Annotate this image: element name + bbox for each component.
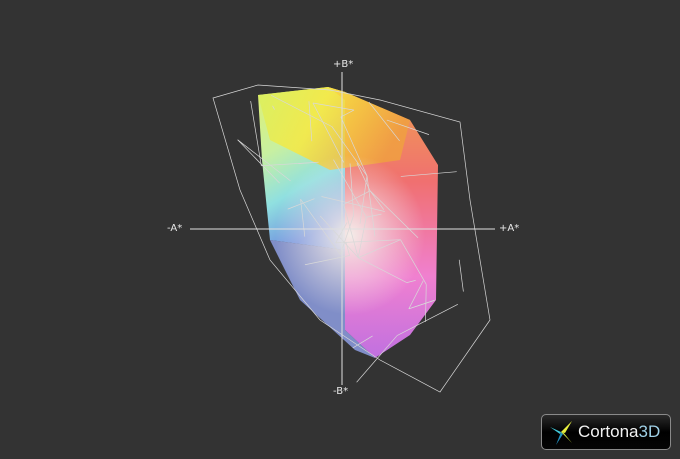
cortona-star-icon [550,421,572,445]
wireframe-edge [333,159,367,218]
wireframe-edge [358,239,401,258]
wireframe-edge [369,190,385,210]
wireframe-edge [359,175,368,224]
wireframe-edge [368,101,400,142]
wireframe-edge [356,335,398,383]
reference-gamut-wireframe [212,84,491,393]
wireframe-edge [343,204,359,258]
wireframe-edge [300,199,341,255]
wireframe-edge [343,190,371,205]
wireframe-edge [270,94,333,127]
wireframe-edge [357,217,367,258]
axis-label-a-minus: -A* [167,223,183,234]
wireframe-edge [312,102,345,163]
wireframe-edge [408,299,435,310]
wireframe-edge [358,257,407,283]
wireframe-edge [237,139,291,182]
wireframe-edge [396,304,458,336]
wireframe-edge [331,126,368,177]
wireframe-edge [352,335,373,349]
logo-text: Cortona3D [578,422,661,441]
wireframe-edge [335,222,348,244]
axes [190,72,495,385]
wireframe-edge [237,139,280,184]
wireframe-edge [349,163,355,216]
wireframe-edge [386,119,430,135]
wireframe-edge [335,239,401,244]
wireframe-edge [339,215,354,255]
wireframe-edge [261,161,319,167]
wireframe-edge [250,101,262,166]
cortona3d-logo[interactable]: Cortona3D [541,414,671,450]
axis-label-a-plus: +A* [499,223,520,234]
wireframe-edge [356,163,371,191]
wireframe-edge [340,109,355,118]
axis-label-b-plus: +B* [333,59,354,70]
wireframe-edge [345,241,350,256]
wireframe-edge [408,280,424,309]
wireframe-outline [212,84,491,393]
wireframe-edge [340,116,368,177]
wireframe-edge [458,259,464,292]
wireframe-edge [308,101,313,142]
wireframe-edge [300,199,306,237]
wireframe-edge [366,175,376,237]
wireframe-edge [312,102,355,111]
axis-label-b-minus: -B* [333,386,349,397]
wireframe-edge [366,213,382,218]
gamut-solid [258,87,438,358]
wireframe-edge [400,239,427,285]
wireframe-edge [400,171,457,177]
wireframe-edge [272,105,275,110]
wireframe-edge [406,280,416,283]
wireframe-edge [369,190,419,238]
